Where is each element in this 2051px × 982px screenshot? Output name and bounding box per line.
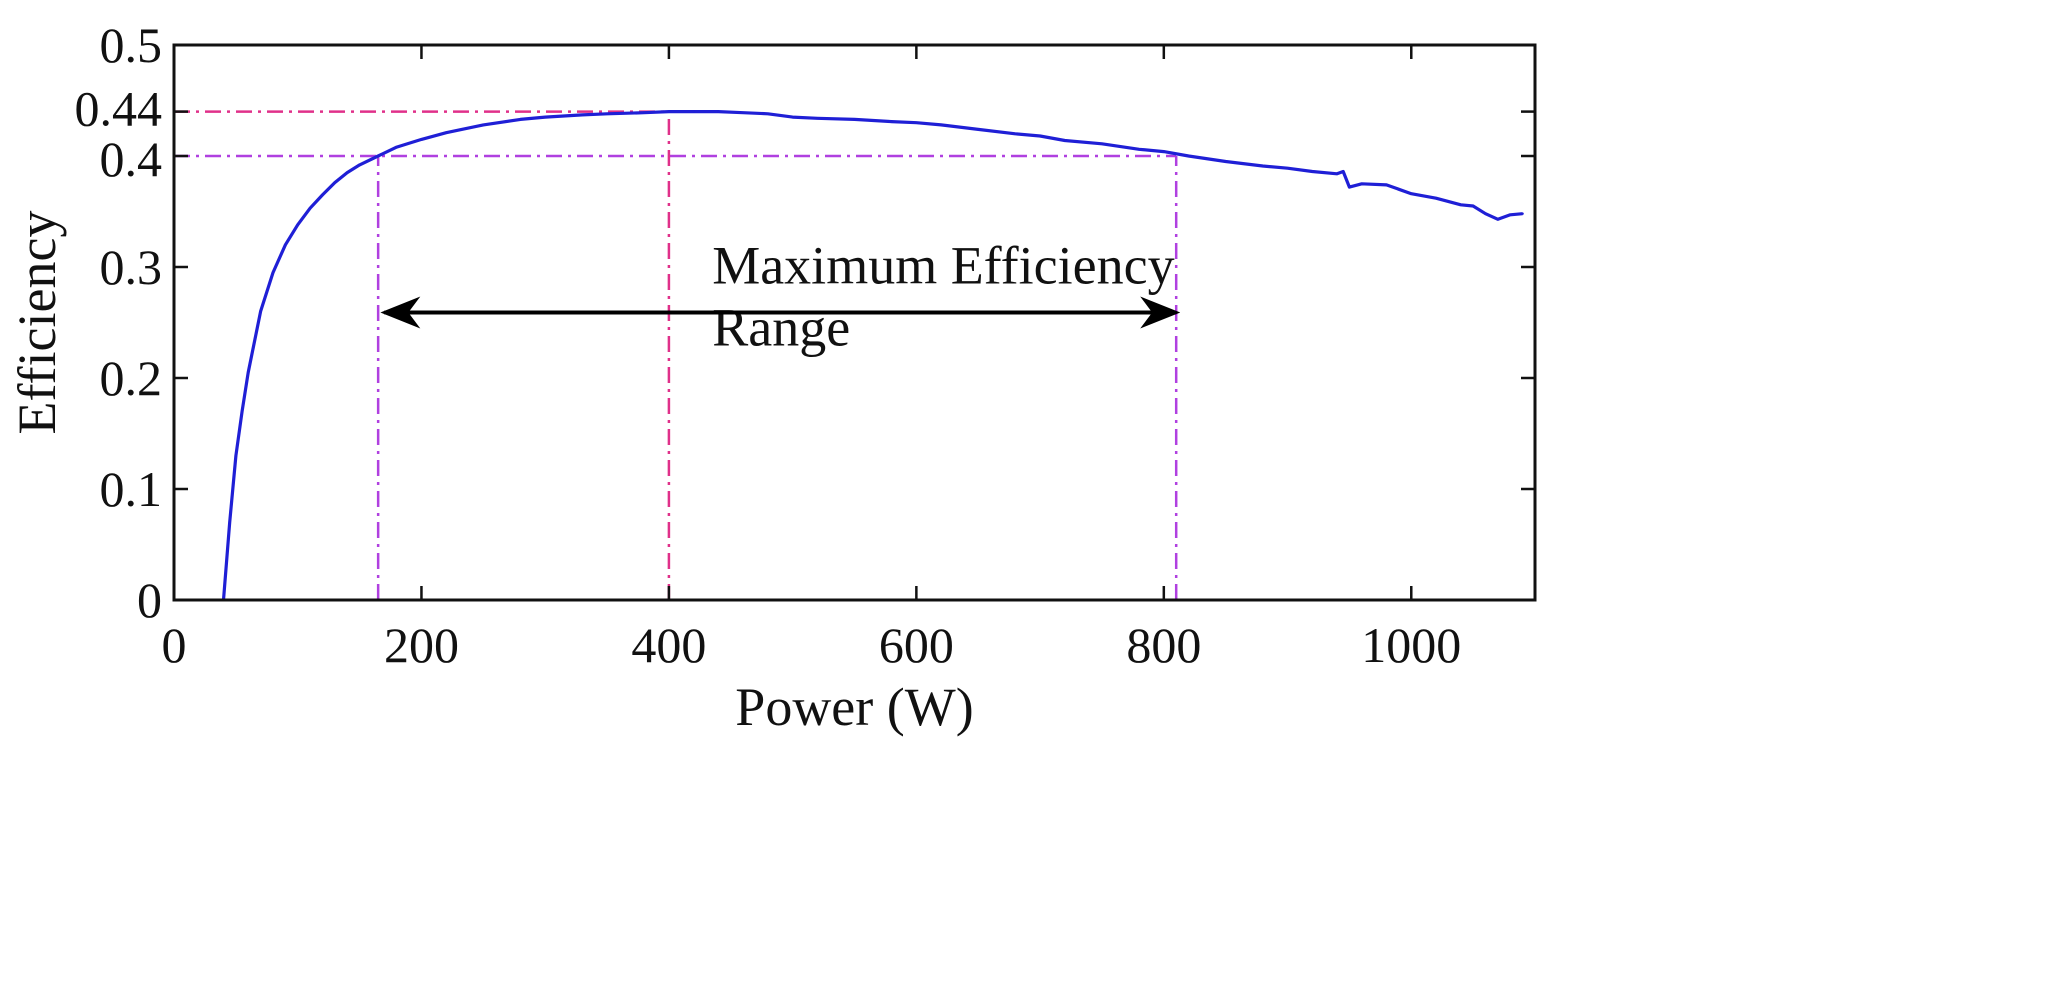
data-point xyxy=(853,118,856,121)
data-point xyxy=(692,110,695,113)
data-point xyxy=(1509,213,1512,217)
axis-labels: Power (W) Efficiency 0 200 400 600 800 1000 0 0… xyxy=(7,17,1461,737)
data-point xyxy=(358,163,361,167)
y-tick-label: 0.2 xyxy=(100,350,163,406)
data-point xyxy=(1224,160,1227,163)
data-point xyxy=(482,123,485,127)
x-tick-label: 0 xyxy=(162,617,187,673)
data-point xyxy=(420,138,423,141)
x-tick-label: 1000 xyxy=(1361,617,1461,673)
data-point xyxy=(346,171,349,174)
data-point xyxy=(642,111,646,114)
data-point xyxy=(284,243,287,246)
data-point xyxy=(1286,167,1289,170)
data-point xyxy=(1100,142,1104,145)
data-point xyxy=(240,410,244,413)
data-point xyxy=(259,310,262,313)
data-point xyxy=(816,117,819,120)
series-line xyxy=(221,109,1523,601)
data-point xyxy=(271,271,275,274)
data-point xyxy=(1410,192,1413,195)
data-point xyxy=(333,181,337,184)
data-point xyxy=(1434,196,1438,200)
data-point xyxy=(1471,204,1475,208)
data-point xyxy=(1261,164,1265,168)
data-point xyxy=(543,115,547,119)
x-tick-label: 200 xyxy=(384,617,459,673)
data-point xyxy=(1014,132,1017,135)
y-tick-label: 0.4 xyxy=(100,131,163,187)
x-tick-label: 400 xyxy=(631,617,706,673)
data-point xyxy=(791,115,794,119)
data-point xyxy=(717,110,720,113)
x-axis-title: Power (W) xyxy=(735,677,973,737)
y-tick-label: 0.3 xyxy=(100,239,163,295)
data-point xyxy=(977,128,980,131)
data-point xyxy=(1459,203,1462,207)
data-point xyxy=(1385,183,1388,187)
plot-frame xyxy=(172,43,1537,602)
x-tick-label: 800 xyxy=(1126,617,1201,673)
data-point xyxy=(1521,212,1524,215)
data-point xyxy=(321,193,324,197)
data-point xyxy=(1063,139,1067,142)
data-point xyxy=(890,120,893,123)
data-point xyxy=(915,121,918,124)
data-point xyxy=(1038,134,1042,138)
reference-lines xyxy=(174,110,1178,600)
data-point xyxy=(376,154,380,158)
y-tick-label: 0 xyxy=(137,572,162,628)
data-point xyxy=(234,454,238,457)
data-point xyxy=(308,206,312,210)
data-point xyxy=(1335,172,1339,175)
data-point xyxy=(766,112,770,116)
data-point xyxy=(228,521,231,524)
data-point xyxy=(519,118,522,121)
data-point xyxy=(445,131,448,134)
data-point xyxy=(1311,170,1314,173)
data-point xyxy=(247,371,250,374)
data-point xyxy=(1342,170,1345,173)
axes xyxy=(172,43,1537,602)
data-point xyxy=(741,111,745,114)
data-point xyxy=(1496,218,1500,221)
annotation-text-line: Maximum Efficiency xyxy=(712,236,1174,296)
data-point xyxy=(1348,185,1351,189)
y-tick-label: 0.1 xyxy=(100,461,163,517)
y-axis-title: Efficiency xyxy=(7,211,67,435)
data-point xyxy=(581,113,584,117)
series-layer xyxy=(221,109,1524,602)
data-point xyxy=(395,145,398,149)
data-point xyxy=(605,112,609,116)
data-point xyxy=(939,123,943,127)
data-point xyxy=(1187,154,1190,158)
y-tick-label: 0.5 xyxy=(100,17,163,73)
x-tick-label: 600 xyxy=(879,617,954,673)
y-tick-label: 0.44 xyxy=(75,81,163,137)
data-point xyxy=(1360,182,1363,185)
data-point xyxy=(1137,148,1141,151)
annotation-text-line: Range xyxy=(712,298,850,358)
data-point xyxy=(1484,212,1487,215)
data-point xyxy=(1162,150,1166,153)
data-point xyxy=(296,223,299,227)
data-point xyxy=(667,110,671,113)
